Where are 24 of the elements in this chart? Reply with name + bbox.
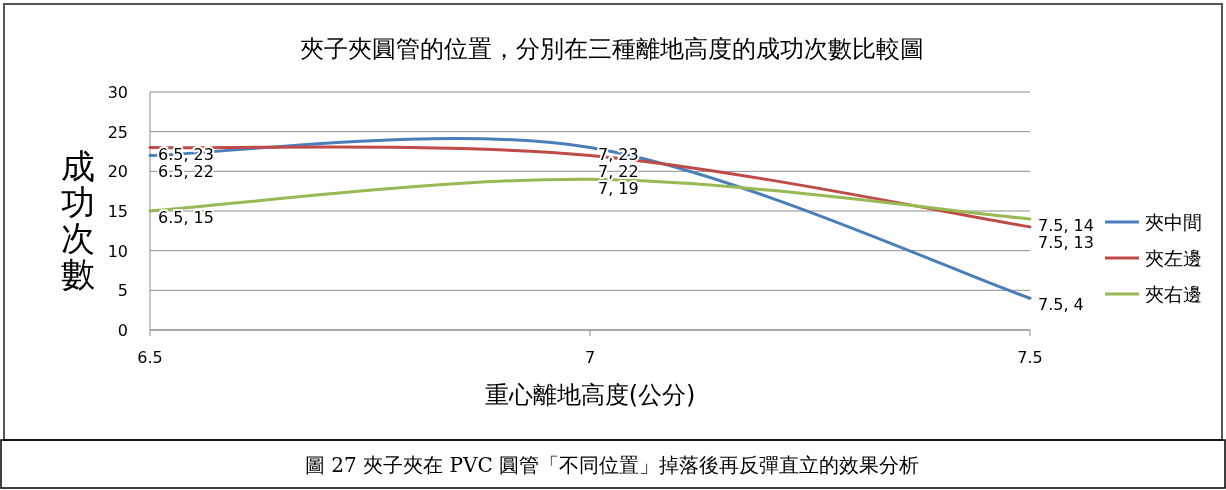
- legend-label: 夾右邊: [1145, 283, 1202, 305]
- x-tick-label: 7.5: [1017, 348, 1043, 367]
- chart-title: 夾子夾圓管的位置，分別在三種離地高度的成功次數比較圖: [300, 35, 924, 63]
- data-label: 7.5, 14: [1038, 215, 1094, 235]
- data-label: 7.5, 13: [1038, 232, 1094, 252]
- y-tick-label: 30: [107, 83, 128, 102]
- data-label: 7, 19: [598, 178, 639, 198]
- x-axis-title: 重心離地高度(公分): [484, 381, 696, 409]
- data-label: 7.5, 4: [1038, 295, 1084, 315]
- y-tick-label: 0: [117, 321, 128, 340]
- y-tick-label: 5: [117, 281, 128, 301]
- x-tick-label: 6.5: [137, 348, 163, 367]
- legend-label: 夾中間: [1145, 211, 1202, 233]
- caption: 圖 27 夾子夾在 PVC 圓管「不同位置」掉落後再反彈直立的效果分析: [304, 453, 920, 477]
- data-label: 7, 22: [598, 161, 639, 181]
- legend-label: 夾左邊: [1145, 247, 1202, 269]
- data-label: 6.5, 22: [158, 161, 214, 181]
- y-axis-title: 成功次數: [61, 146, 95, 294]
- y-tick-label: 25: [107, 122, 128, 142]
- y-tick-label: 15: [107, 202, 128, 221]
- y-tick-label: 20: [107, 162, 128, 182]
- x-tick-label: 7: [584, 348, 596, 367]
- y-tick-label: 10: [107, 241, 128, 261]
- data-label: 6.5, 15: [158, 208, 214, 227]
